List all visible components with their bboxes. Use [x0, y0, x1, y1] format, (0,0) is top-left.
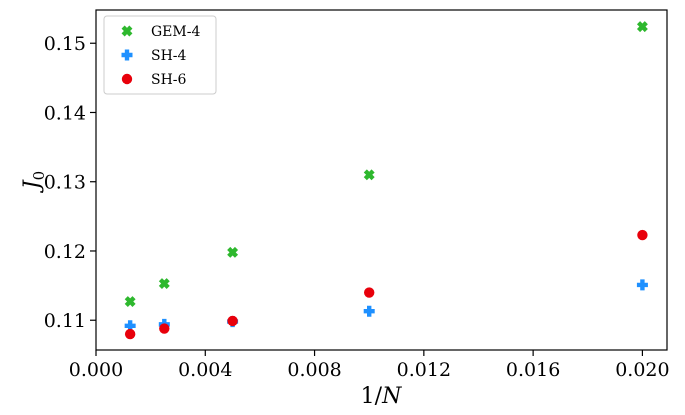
- legend-label-sh-4: SH-4: [151, 48, 187, 64]
- x-axis-ticks: 0.000 0.004 0.008 0.012 0.016 0.020: [69, 350, 670, 381]
- x-tick-label: 0.000: [69, 359, 123, 381]
- point-gem-4: [363, 169, 375, 181]
- y-tick-label: 0.11: [44, 310, 86, 332]
- x-tick-label: 0.020: [615, 359, 669, 381]
- plot-frame: [95, 9, 668, 351]
- point-sh-6: [124, 328, 136, 340]
- x-tick-label: 0.012: [397, 359, 451, 381]
- point-gem-4: [636, 21, 648, 33]
- point-sh-6: [637, 229, 648, 241]
- point-sh-4: [363, 305, 375, 317]
- y-tick-label: 0.12: [44, 241, 86, 263]
- legend-marker-gem-4: [121, 25, 133, 37]
- y-tick-label: 0.14: [44, 102, 86, 124]
- y-tick-label: 0.13: [44, 172, 86, 194]
- point-gem-4: [124, 296, 136, 307]
- point-sh-6: [227, 315, 238, 327]
- y-axis-label: J0: [20, 171, 48, 193]
- point-gem-4: [158, 278, 170, 289]
- point-sh-4: [124, 320, 136, 332]
- point-gem-4: [227, 246, 239, 258]
- legend-label-gem-4: GEM-4: [151, 24, 200, 40]
- x-tick-label: 0.008: [287, 359, 341, 381]
- point-sh-6: [159, 323, 170, 334]
- legend-marker-sh-4: [121, 49, 133, 61]
- x-axis-label-prefix: 1/: [361, 384, 383, 409]
- legend-box: [103, 15, 217, 95]
- x-tick-label: 0.016: [506, 359, 560, 381]
- data-points: [124, 21, 648, 340]
- x-axis-label-var: N: [381, 384, 402, 409]
- y-tick-label: 0.15: [44, 33, 86, 55]
- x-tick-label: 0.004: [178, 359, 232, 381]
- x-axis-label: 1/N: [361, 384, 402, 409]
- y-axis-ticks: 0.11 0.12 0.13 0.14 0.15: [44, 33, 96, 332]
- point-sh-6: [364, 287, 375, 298]
- point-sh-4: [636, 279, 648, 291]
- legend-label-sh-6: SH-6: [151, 72, 187, 88]
- legend: GEM-4 SH-4 SH-6: [103, 15, 217, 95]
- legend-marker-sh-6: [121, 73, 133, 85]
